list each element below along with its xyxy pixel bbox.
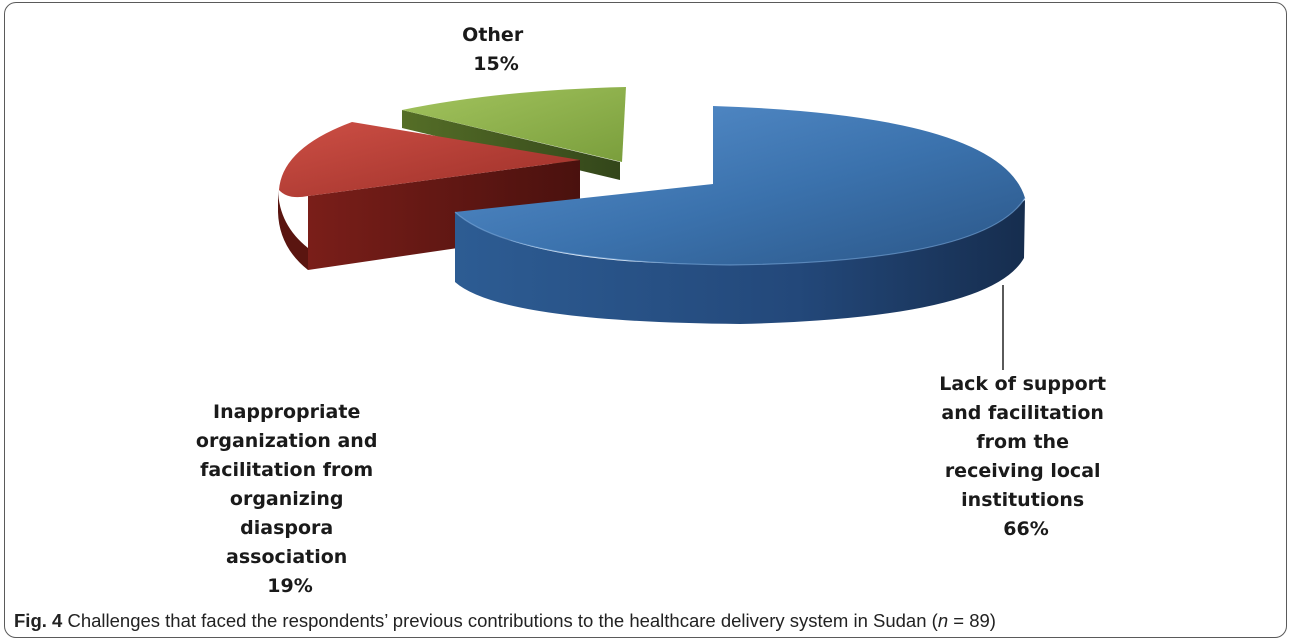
label-other-value: 15% <box>473 53 518 75</box>
pie-slice-inappropriate-front <box>308 160 580 270</box>
label-other-line-1: Other <box>462 24 524 46</box>
label-other: Other 15% <box>462 24 530 75</box>
label-lack-of-support: Lack of support and facilitation from th… <box>939 373 1113 540</box>
caption-n-symbol: n <box>937 610 949 631</box>
pie-slice-inappropriate-top <box>279 122 580 198</box>
figure-caption: Fig. 4 Challenges that faced the respond… <box>14 610 1274 632</box>
caption-n-value: = 89) <box>948 610 996 631</box>
pie-slice-other-top <box>402 87 626 162</box>
label-inappropriate: Inappropriate organization and facilitat… <box>196 401 384 597</box>
pie-slice-inappropriate-side <box>278 190 308 270</box>
caption-text: Challenges that faced the respondents’ p… <box>62 610 938 631</box>
pie-slice-lack-of-support-top <box>455 106 1025 265</box>
figure-frame <box>4 2 1287 638</box>
pie-slice-lack-of-support <box>454 106 1026 324</box>
pie-slice-lack-of-support-side <box>455 200 1025 324</box>
pie-slice-inappropriate <box>278 122 580 270</box>
figure-number: Fig. 4 <box>14 610 63 631</box>
label-lack-of-support-value: 66% <box>1003 518 1048 540</box>
label-inappropriate-value: 19% <box>267 575 312 597</box>
